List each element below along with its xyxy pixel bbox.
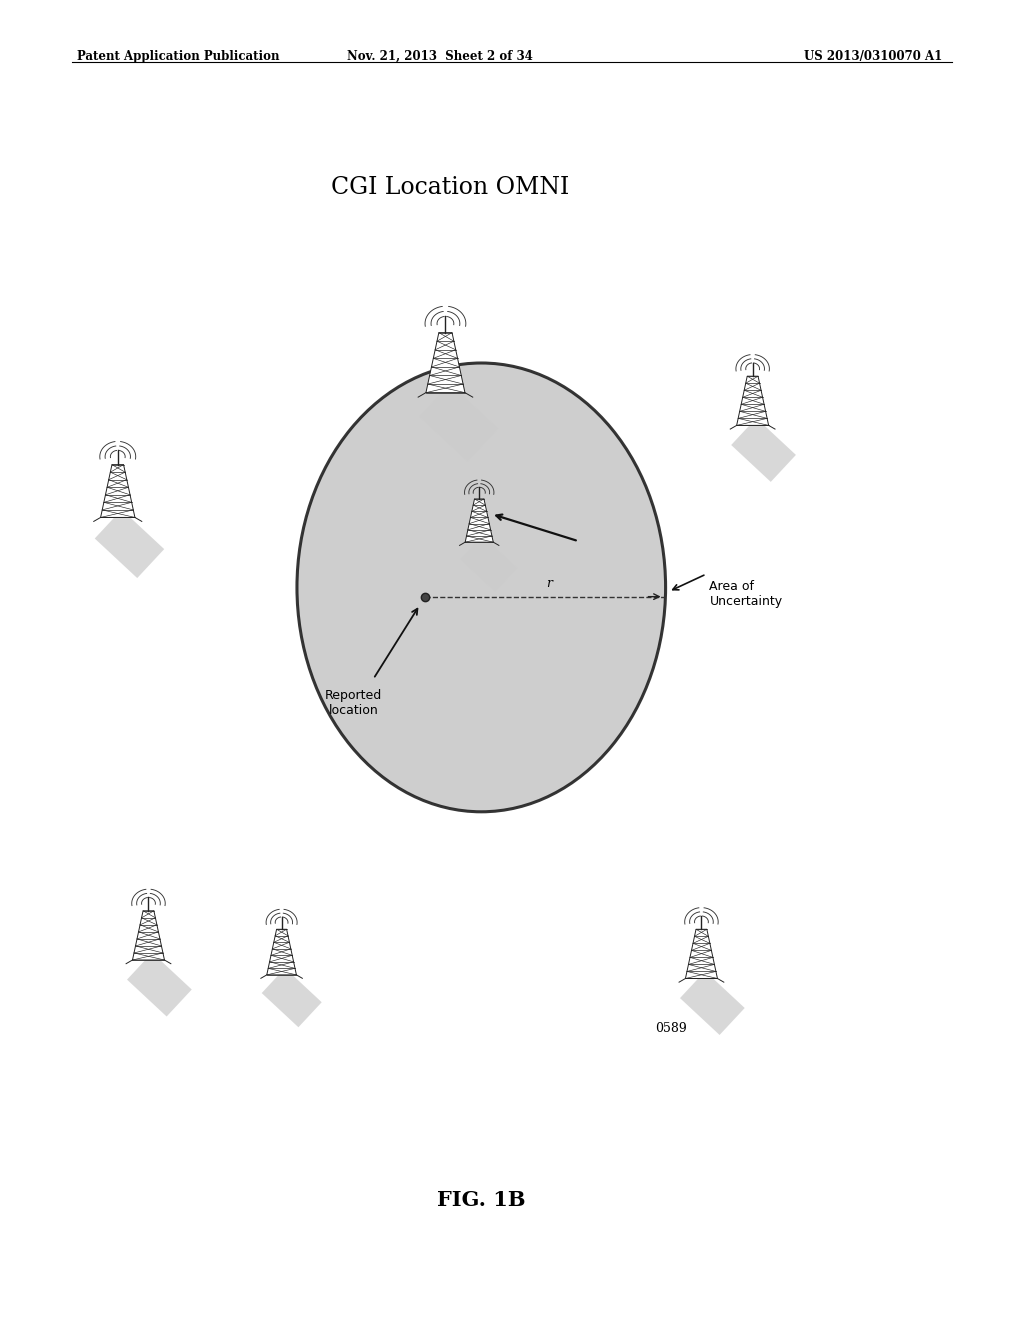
Polygon shape <box>127 953 191 1016</box>
Polygon shape <box>132 911 165 960</box>
Polygon shape <box>267 929 296 975</box>
Polygon shape <box>262 968 322 1027</box>
Polygon shape <box>685 929 718 978</box>
Polygon shape <box>465 499 494 543</box>
Text: Area of
Uncertainty: Area of Uncertainty <box>710 579 782 609</box>
Polygon shape <box>736 376 769 425</box>
Polygon shape <box>731 418 796 482</box>
Text: 0589: 0589 <box>654 1022 687 1035</box>
Text: US 2013/0310070 A1: US 2013/0310070 A1 <box>804 50 942 63</box>
Text: FIG. 1B: FIG. 1B <box>437 1191 525 1210</box>
Polygon shape <box>426 333 465 392</box>
Polygon shape <box>461 536 517 591</box>
Polygon shape <box>680 972 744 1035</box>
Polygon shape <box>100 465 135 517</box>
Text: CGI Location OMNI: CGI Location OMNI <box>332 176 569 199</box>
Polygon shape <box>419 384 499 462</box>
Text: Nov. 21, 2013  Sheet 2 of 34: Nov. 21, 2013 Sheet 2 of 34 <box>347 50 534 63</box>
Polygon shape <box>95 510 164 578</box>
Text: r: r <box>546 577 552 590</box>
Text: Reported
location: Reported location <box>325 689 382 717</box>
Ellipse shape <box>297 363 666 812</box>
Text: Patent Application Publication: Patent Application Publication <box>77 50 280 63</box>
